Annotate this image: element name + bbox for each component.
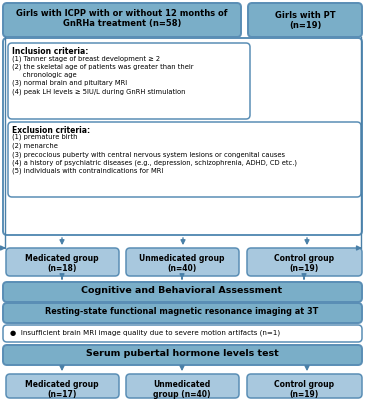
Text: Serum pubertal hormone levels test: Serum pubertal hormone levels test bbox=[86, 349, 278, 358]
Text: (1) premature birth
(2) menarche
(3) precocious puberty with central nervous sys: (1) premature birth (2) menarche (3) pre… bbox=[12, 134, 297, 174]
FancyBboxPatch shape bbox=[247, 374, 362, 398]
Text: Control group
(n=19): Control group (n=19) bbox=[274, 254, 334, 273]
Text: Medicated group
(n=17): Medicated group (n=17) bbox=[25, 380, 99, 399]
Text: Girls with ICPP with or without 12 months of
GnRHa treatment (n=58): Girls with ICPP with or without 12 month… bbox=[16, 9, 228, 28]
Text: Medicated group
(n=18): Medicated group (n=18) bbox=[25, 254, 99, 273]
FancyBboxPatch shape bbox=[6, 374, 119, 398]
FancyBboxPatch shape bbox=[3, 38, 362, 235]
Text: Girls with PT
(n=19): Girls with PT (n=19) bbox=[275, 11, 335, 30]
FancyBboxPatch shape bbox=[6, 248, 119, 276]
Text: Inclusion criteria:: Inclusion criteria: bbox=[12, 47, 88, 56]
FancyBboxPatch shape bbox=[8, 122, 361, 197]
FancyBboxPatch shape bbox=[248, 3, 362, 37]
Text: Unmedicated
group (n=40): Unmedicated group (n=40) bbox=[153, 380, 211, 399]
FancyBboxPatch shape bbox=[126, 248, 239, 276]
Text: (1) Tanner stage of breast development ≥ 2
(2) the skeletal age of patients was : (1) Tanner stage of breast development ≥… bbox=[12, 55, 193, 95]
Text: Exclusion criteria:: Exclusion criteria: bbox=[12, 126, 90, 135]
FancyBboxPatch shape bbox=[3, 303, 362, 323]
Text: Cognitive and Behavioral Assessment: Cognitive and Behavioral Assessment bbox=[81, 286, 283, 295]
FancyBboxPatch shape bbox=[247, 248, 362, 276]
FancyBboxPatch shape bbox=[8, 43, 250, 119]
Text: Resting-state functional magnetic resonance imaging at 3T: Resting-state functional magnetic resona… bbox=[45, 307, 319, 316]
FancyBboxPatch shape bbox=[3, 3, 241, 37]
FancyBboxPatch shape bbox=[3, 345, 362, 365]
Text: Unmedicated group
(n=40): Unmedicated group (n=40) bbox=[139, 254, 225, 273]
FancyBboxPatch shape bbox=[3, 282, 362, 302]
FancyBboxPatch shape bbox=[126, 374, 239, 398]
FancyBboxPatch shape bbox=[3, 325, 362, 342]
Text: ●  Insufficient brain MRI image quality due to severe motion artifacts (n=1): ● Insufficient brain MRI image quality d… bbox=[10, 330, 280, 336]
Text: Control group
(n=19): Control group (n=19) bbox=[274, 380, 334, 399]
